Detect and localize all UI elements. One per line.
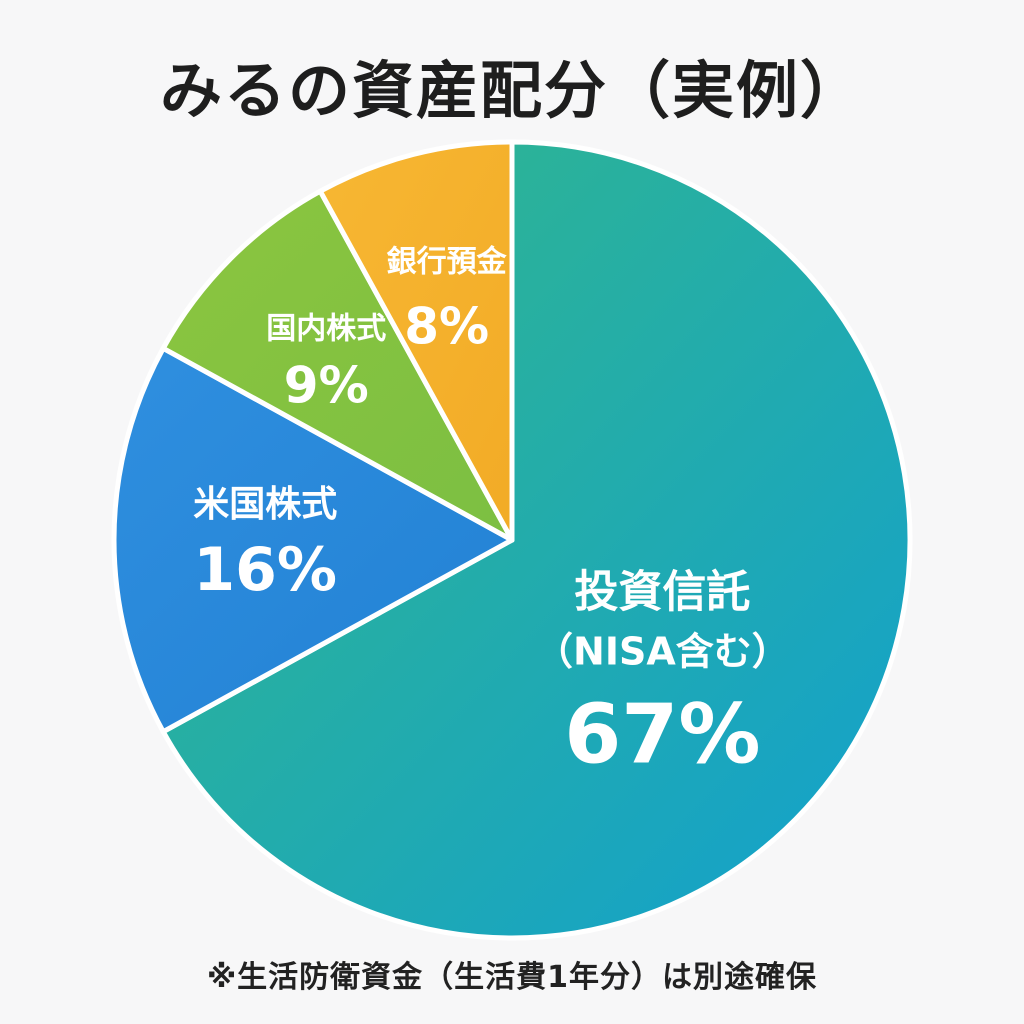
pie-slice-3 [317, 139, 515, 543]
slice-value-2: 9% [284, 356, 369, 414]
footnote: ※生活防衛資金（生活費1年分）は別途確保 [206, 960, 818, 995]
slice-value-0: 67% [564, 687, 760, 782]
pie-slice-2 [160, 188, 515, 543]
pie-slice-1 [111, 345, 515, 735]
pie-slice-0 [160, 139, 913, 941]
slice-sublabel-0: （NISA含む） [535, 629, 790, 673]
slice-label-3: 銀行預金 [387, 245, 508, 280]
slice-value-1: 16% [193, 535, 337, 605]
chart-title: みるの資産配分（実例） [159, 54, 864, 127]
slice-label-1: 米国株式 [193, 484, 337, 525]
slice-label-2: 国内株式 [266, 311, 386, 346]
slice-value-3: 8% [404, 298, 489, 356]
pie-labels: 投資信託 （NISA含む） 67% 米国株式 16% 国内株式 9% 銀行預金 8% [193, 245, 790, 783]
slice-label-0: 投資信託 [574, 566, 750, 617]
pie-slices [111, 139, 913, 941]
